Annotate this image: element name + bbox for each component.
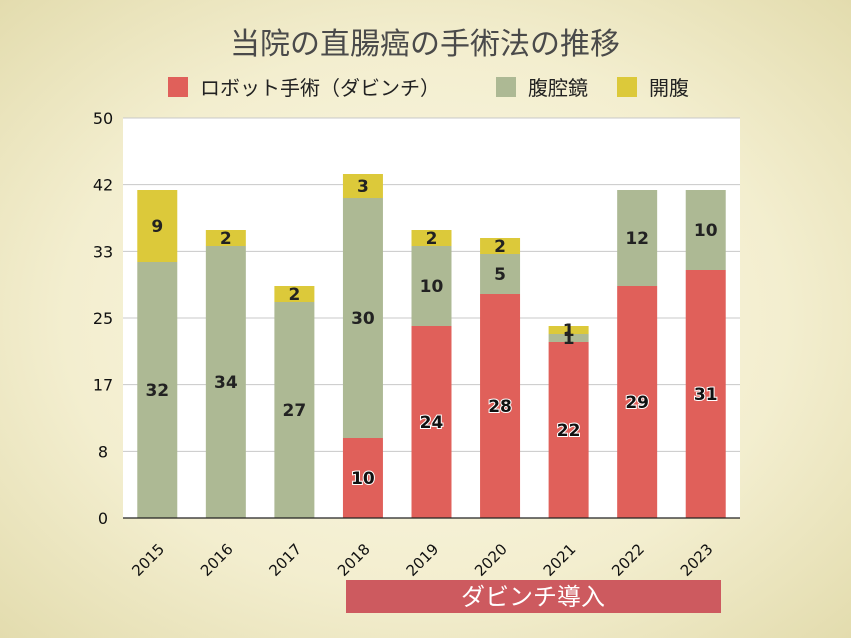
y-tick-label: 42 <box>93 176 113 195</box>
data-label: 9 <box>151 217 163 237</box>
data-label: 10 <box>694 221 718 241</box>
bar-segment <box>342 198 383 438</box>
bar-segment <box>205 230 246 246</box>
data-label: 29 <box>625 393 649 413</box>
data-label: 2 <box>288 285 300 305</box>
bar-segment <box>548 342 589 518</box>
data-label: 10 <box>420 277 444 297</box>
y-axis: 0 8 17 25 33 42 50 <box>93 109 113 528</box>
x-tick-label: 2016 <box>197 540 237 580</box>
y-tick-label: 8 <box>98 442 108 461</box>
legend-swatch <box>496 77 516 97</box>
bar-segment <box>480 254 521 294</box>
bar-segment <box>685 270 726 518</box>
data-label: 1 <box>563 321 575 341</box>
bar-segment <box>411 326 452 518</box>
data-label: 1 <box>563 329 575 349</box>
x-tick-label: 2020 <box>471 540 511 580</box>
davinci-banner <box>346 580 721 613</box>
y-tick-label: 17 <box>93 376 113 395</box>
y-tick-label: 50 <box>93 109 113 128</box>
bar-segment <box>617 286 658 518</box>
legend: ロボット手術（ダビンチ） 腹腔鏡 開腹 <box>168 76 689 100</box>
data-label: 5 <box>494 265 506 285</box>
x-tick-label: 2021 <box>540 540 580 580</box>
bar-segment <box>411 246 452 326</box>
bar-segment <box>685 190 726 270</box>
bar-segment <box>205 246 246 518</box>
x-tick-label: 2022 <box>608 540 648 580</box>
data-label: 30 <box>351 309 375 329</box>
data-label: 28 <box>488 397 512 417</box>
bars <box>137 174 726 518</box>
x-tick-label: 2023 <box>677 540 717 580</box>
data-label: 27 <box>283 401 307 421</box>
bar-segment <box>617 190 658 286</box>
chart-title: 当院の直腸癌の手術法の推移 <box>230 27 620 62</box>
x-axis: 2015 2016 2017 2018 2019 2020 2021 2022 2023 <box>128 540 716 580</box>
data-label: 32 <box>145 381 169 401</box>
y-tick-label: 25 <box>93 309 113 328</box>
data-label: 34 <box>214 373 238 393</box>
legend-label: ロボット手術（ダビンチ） <box>200 76 440 100</box>
data-label: 3 <box>357 177 369 197</box>
legend-label: 腹腔鏡 <box>528 76 588 100</box>
data-label: 31 <box>694 385 718 405</box>
bar-segment <box>342 438 383 518</box>
bar-segment <box>548 334 589 342</box>
x-tick-label: 2015 <box>128 540 168 580</box>
bar-segment <box>274 302 315 518</box>
bar-segment <box>480 238 521 254</box>
y-tick-label: 33 <box>93 242 113 261</box>
bar-segment <box>137 262 178 518</box>
x-tick-label: 2019 <box>403 540 443 580</box>
davinci-banner-label: ダビンチ導入 <box>461 583 605 611</box>
bar-segment <box>548 326 589 334</box>
x-tick-label: 2017 <box>265 540 305 580</box>
x-tick-label: 2018 <box>334 540 374 580</box>
bar-segment <box>342 174 383 198</box>
data-label: 10 <box>351 469 375 489</box>
bar-segment <box>480 294 521 518</box>
bar-segment <box>274 286 315 302</box>
data-label: 2 <box>494 237 506 257</box>
bar-segment <box>137 190 178 262</box>
legend-swatch <box>617 77 637 97</box>
data-label: 24 <box>420 413 444 433</box>
legend-label: 開腹 <box>649 76 689 100</box>
data-label: 2 <box>426 229 438 249</box>
data-label: 22 <box>557 421 581 441</box>
bar-segment <box>411 230 452 246</box>
data-label: 2 <box>220 229 232 249</box>
legend-swatch <box>168 77 188 97</box>
data-label: 12 <box>625 229 649 249</box>
y-tick-label: 0 <box>98 509 108 528</box>
